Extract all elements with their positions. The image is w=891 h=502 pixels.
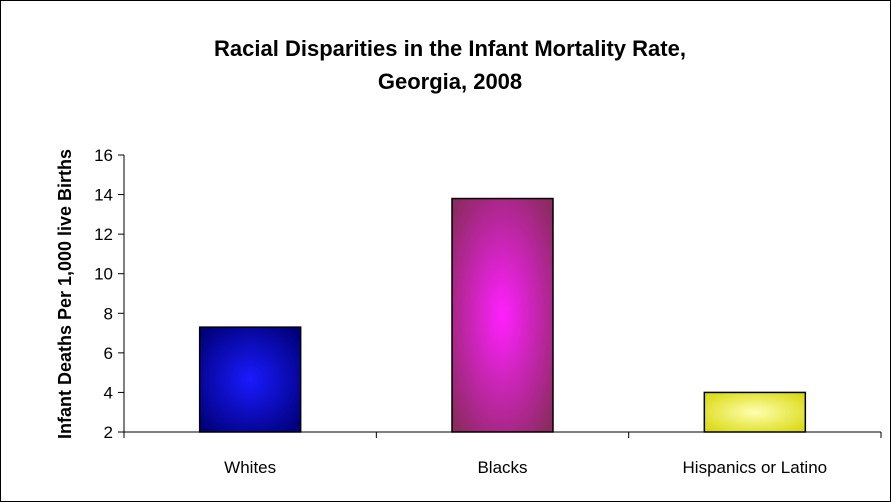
y-tick-label: 14 <box>94 186 113 205</box>
y-tick-label: 12 <box>94 225 113 244</box>
x-tick-label: Whites <box>224 458 276 477</box>
chart-title-line-2: Georgia, 2008 <box>378 69 522 94</box>
bar-hispanics-or-latino <box>703 391 807 433</box>
x-tick-label: Blacks <box>477 458 527 477</box>
y-axis-label: Infant Deaths Per 1,000 live Births <box>55 149 75 439</box>
y-tick-label: 10 <box>94 265 113 284</box>
y-tick-label: 16 <box>94 146 113 165</box>
x-tick-label: Hispanics or Latino <box>683 458 828 477</box>
bar-whites <box>198 326 302 433</box>
y-tick-label: 6 <box>104 344 113 363</box>
y-tick-label: 4 <box>104 383 113 402</box>
chart-title: Racial Disparities in the Infant Mortali… <box>214 36 686 94</box>
bar-blacks <box>451 197 554 433</box>
y-tick-label: 2 <box>104 423 113 442</box>
plot-area: 2 4 6 8 10 12 14 16 Whites Blacks Hispanics or Lat… <box>94 146 882 477</box>
y-tick-label: 8 <box>104 304 113 323</box>
chart-title-line-1: Racial Disparities in the Infant Mortali… <box>214 36 686 61</box>
